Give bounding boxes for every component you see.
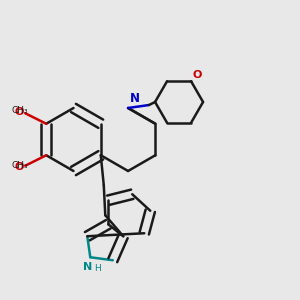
Text: CH₃: CH₃: [12, 161, 28, 170]
Text: CH₃: CH₃: [12, 106, 28, 115]
Text: O: O: [14, 162, 24, 172]
Text: N: N: [83, 262, 92, 272]
Text: O: O: [14, 107, 24, 117]
Text: O: O: [193, 70, 202, 80]
Text: N: N: [130, 92, 140, 105]
Text: H: H: [94, 264, 101, 273]
